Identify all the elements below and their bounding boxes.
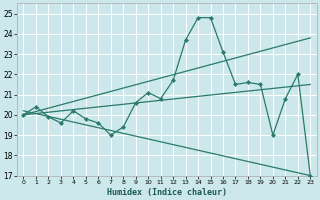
X-axis label: Humidex (Indice chaleur): Humidex (Indice chaleur) [107, 188, 227, 197]
